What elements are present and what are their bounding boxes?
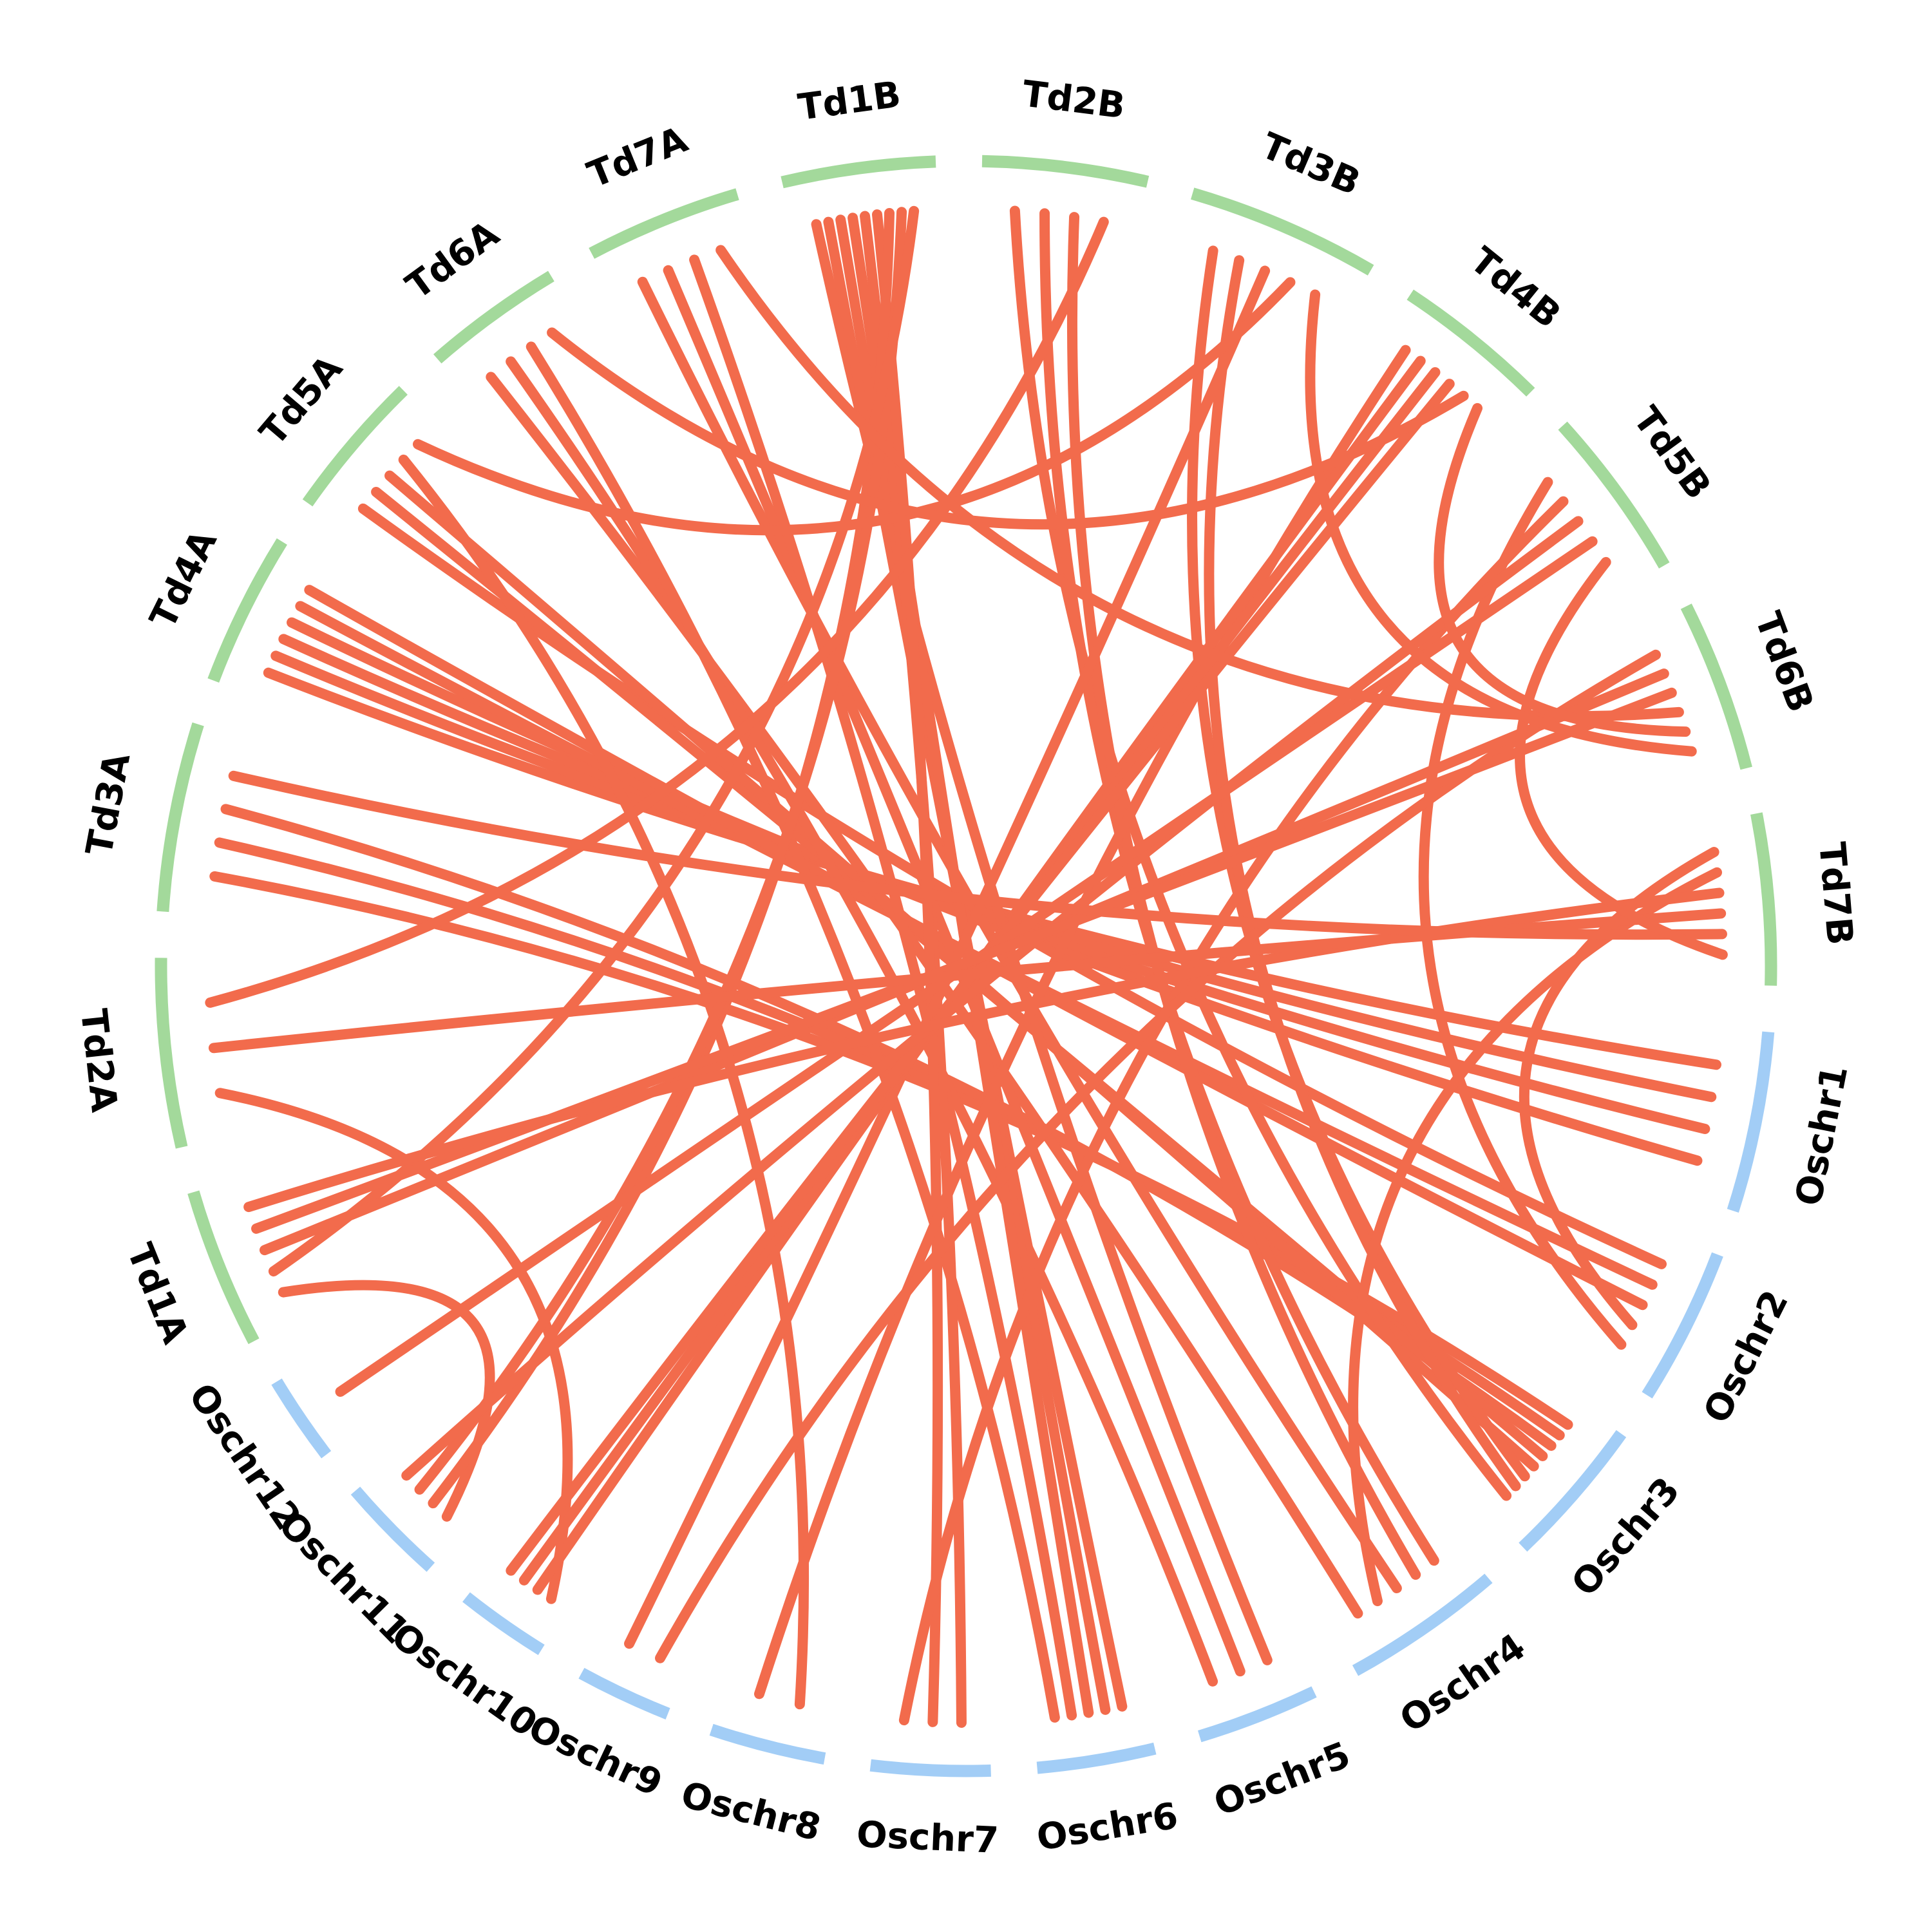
link-td1a-td6b — [251, 687, 1677, 1234]
segment-label-td7a: Td7A — [582, 118, 694, 196]
segment-arc-oschr6 — [1036, 1742, 1157, 1774]
segment-label-td2a: Td2A — [72, 1007, 125, 1114]
segment-label-td6b: Td6B — [1747, 607, 1822, 718]
link-td2a-td2b — [205, 216, 1109, 1008]
link-oschr11-td1b — [414, 207, 907, 1495]
segment-arc-oschr1 — [1727, 1031, 1775, 1213]
link-td6b-td4b — [1434, 402, 1691, 737]
segment-arc-td5a — [302, 386, 408, 507]
segment-label-td5a: Td5A — [252, 347, 351, 453]
link-td6b-td3b — [1305, 289, 1697, 757]
link-oschr5-td6a — [506, 356, 1218, 1687]
links-layer — [205, 205, 1728, 1728]
segment-arc-td2b — [981, 155, 1150, 188]
segment-arc-td1a — [187, 1190, 260, 1345]
segment-label-td1b: Td1B — [795, 73, 903, 129]
segment-arc-oschr2 — [1642, 1252, 1723, 1399]
segment-arc-td7a — [589, 188, 739, 259]
segment-arc-td4b — [1406, 289, 1535, 397]
segment-arc-oschr9 — [578, 1667, 670, 1719]
segment-label-td6a: Td6A — [399, 213, 507, 307]
segment-label-td3a: Td3A — [79, 749, 139, 859]
link-oschr11-td5b — [401, 516, 1584, 1481]
segment-label-td2b: Td2B — [1020, 73, 1128, 127]
segment-label-oschr8: Oschr8 — [677, 1774, 825, 1849]
link-oschr4-td7b — [1348, 867, 1722, 1607]
segment-label-oschr9: Oschr9 — [522, 1707, 668, 1805]
segment-arc-td6a — [433, 270, 554, 364]
link-oschr9-td3b — [624, 265, 1271, 1649]
link-oschr7-td1b — [872, 209, 943, 1727]
segment-arc-oschr3 — [1519, 1430, 1627, 1552]
segment-label-td1a: Td1A — [118, 1238, 196, 1350]
segment-label-td4b: Td4B — [1462, 240, 1568, 337]
link-td5a-td3b — [412, 277, 1296, 536]
segment-label-td4a: Td4A — [142, 524, 226, 635]
segment-arc-oschr4 — [1352, 1573, 1493, 1676]
segment-arc-oschr12 — [271, 1378, 332, 1459]
segment-arc-td6b — [1680, 603, 1752, 770]
link-td7b-td5b — [1515, 556, 1728, 960]
segment-arc-oschr11 — [350, 1486, 435, 1572]
segment-arc-td7b — [1750, 812, 1777, 986]
link-oschr8-td5a — [398, 454, 810, 1710]
segment-arc-td3b — [1191, 187, 1374, 276]
segments-layer — [155, 155, 1777, 1777]
link-oschr3-td3b — [1204, 255, 1521, 1492]
segment-arc-td4a — [207, 538, 287, 683]
link-td1a-td7b — [243, 887, 1725, 1213]
link-td7a-td6b — [715, 245, 1684, 721]
segment-label-oschr4: Oschr4 — [1392, 1626, 1533, 1741]
segment-arc-td1b — [781, 155, 936, 189]
segment-arc-td3a — [156, 722, 204, 913]
segment-label-td3b: Td3B — [1255, 125, 1367, 204]
link-oschr11-td1a — [278, 1280, 495, 1522]
segment-label-oschr2: Oschr2 — [1696, 1284, 1797, 1430]
segment-label-oschr7: Oschr7 — [856, 1814, 999, 1862]
segment-arc-td5b — [1558, 421, 1670, 569]
segment-label-oschr6: Oschr6 — [1034, 1795, 1180, 1859]
segment-label-td5b: Td5B — [1625, 399, 1719, 507]
segment-label-td7b: Td7B — [1810, 840, 1861, 947]
segment-arc-oschr10 — [462, 1592, 545, 1656]
segment-label-oschr5: Oschr5 — [1208, 1734, 1356, 1825]
segment-arc-oschr5 — [1197, 1686, 1317, 1743]
link-oschr10-td2a — [214, 1088, 573, 1604]
segment-arc-td2a — [155, 958, 188, 1149]
segment-label-oschr1: Oschr1 — [1788, 1062, 1857, 1209]
segment-arc-oschr8 — [709, 1723, 826, 1765]
link-td3a-td7b — [228, 770, 1727, 940]
segment-arc-oschr7 — [869, 1759, 991, 1777]
link-oschr4-td2b — [1066, 212, 1421, 1580]
